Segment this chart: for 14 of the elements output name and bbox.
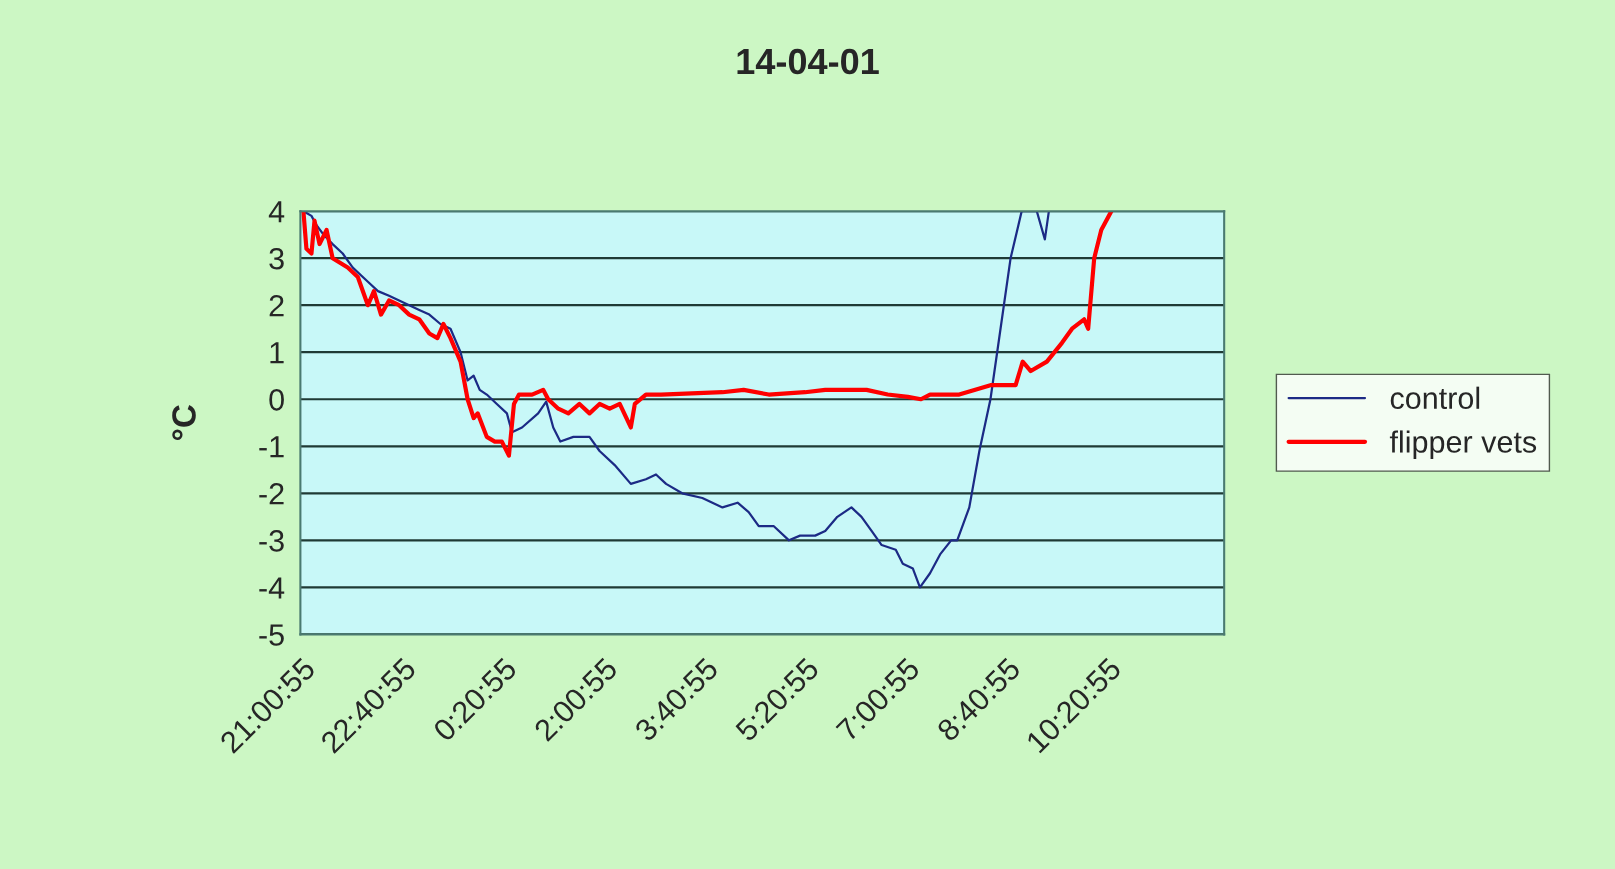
- chart-title: 14-04-01: [737, 48, 879, 75]
- y-tick-label: -1: [259, 436, 284, 458]
- y-tick-label: 4: [268, 201, 285, 223]
- y-tick-label: -3: [259, 530, 284, 552]
- y-tick-label: 1: [270, 342, 284, 364]
- legend-label: control: [1390, 386, 1480, 410]
- y-axis-title: °C: [172, 404, 196, 441]
- y-tick-label: -5: [259, 624, 284, 646]
- y-tick-label: 3: [269, 247, 284, 270]
- y-tick-label: -2: [259, 483, 284, 505]
- y-tick-label: 2: [269, 294, 284, 317]
- y-tick-label: -4: [259, 577, 285, 599]
- y-tick-label: 0: [269, 388, 284, 411]
- legend-label: flipper vets: [1389, 430, 1537, 459]
